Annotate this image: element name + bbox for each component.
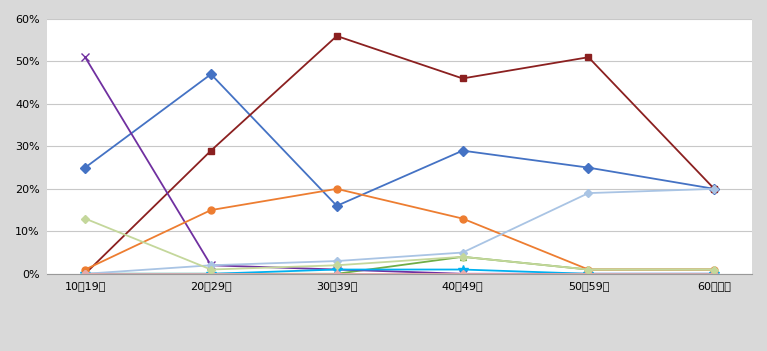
生活の利便性	[709, 267, 719, 272]
住　宅	[458, 251, 467, 255]
交通の利便性	[206, 272, 216, 276]
結婚・離婚・縁組	[206, 208, 216, 212]
就　学	[206, 263, 216, 267]
転　勤	[81, 272, 90, 276]
転　勤	[332, 34, 341, 38]
交通の利便性	[584, 272, 593, 276]
Line: 転　勤: 転 勤	[81, 33, 718, 277]
就職・転職・転業	[332, 204, 341, 208]
卒　業	[458, 267, 467, 272]
就　学	[584, 272, 593, 276]
卒　業	[584, 272, 593, 276]
就職・転職・転業	[709, 187, 719, 191]
卒　業	[709, 272, 719, 276]
Line: 卒　業: 卒 業	[81, 265, 719, 279]
結婚・離婚・縁組	[709, 267, 719, 272]
生活の利便性	[458, 255, 467, 259]
住　宅	[206, 263, 216, 267]
Line: 生活の利便性: 生活の利便性	[82, 216, 717, 272]
転　勤	[458, 77, 467, 81]
転　勤	[584, 55, 593, 59]
転　勤	[206, 148, 216, 153]
退職・廃業	[332, 272, 341, 276]
住　宅	[81, 272, 90, 276]
就職・転職・転業	[584, 166, 593, 170]
就　学	[458, 272, 467, 276]
卒　業	[332, 267, 341, 272]
結婚・離婚・縁組	[584, 267, 593, 272]
交通の利便性	[709, 272, 719, 276]
生活の利便性	[206, 267, 216, 272]
Line: 住　宅: 住 宅	[82, 186, 717, 277]
生活の利便性	[81, 217, 90, 221]
転　勤	[709, 187, 719, 191]
退職・廃業	[81, 272, 90, 276]
Line: 結婚・離婚・縁組: 結婚・離婚・縁組	[81, 185, 718, 273]
結婚・離婚・縁組	[458, 217, 467, 221]
退職・廃業	[709, 267, 719, 272]
Line: 交通の利便性: 交通の利便性	[82, 271, 717, 277]
生活の利便性	[332, 263, 341, 267]
就　学	[332, 267, 341, 272]
生活の利便性	[584, 267, 593, 272]
卒　業	[206, 272, 216, 276]
就職・転職・転業	[458, 148, 467, 153]
退職・廃業	[584, 267, 593, 272]
就　学	[81, 55, 90, 59]
Line: 就　学: 就 学	[81, 53, 719, 278]
住　宅	[584, 191, 593, 195]
Line: 就職・転職・転業: 就職・転職・転業	[81, 71, 718, 209]
住　宅	[709, 187, 719, 191]
Line: 退職・廃業: 退職・廃業	[81, 253, 718, 277]
退職・廃業	[458, 255, 467, 259]
交通の利便性	[81, 272, 90, 276]
交通の利便性	[458, 272, 467, 276]
退職・廃業	[206, 272, 216, 276]
結婚・離婚・縁組	[81, 267, 90, 272]
住　宅	[332, 259, 341, 263]
卒　業	[81, 272, 90, 276]
就　学	[709, 272, 719, 276]
就職・転職・転業	[81, 166, 90, 170]
就職・転職・転業	[206, 72, 216, 76]
交通の利便性	[332, 272, 341, 276]
結婚・離婚・縁組	[332, 187, 341, 191]
